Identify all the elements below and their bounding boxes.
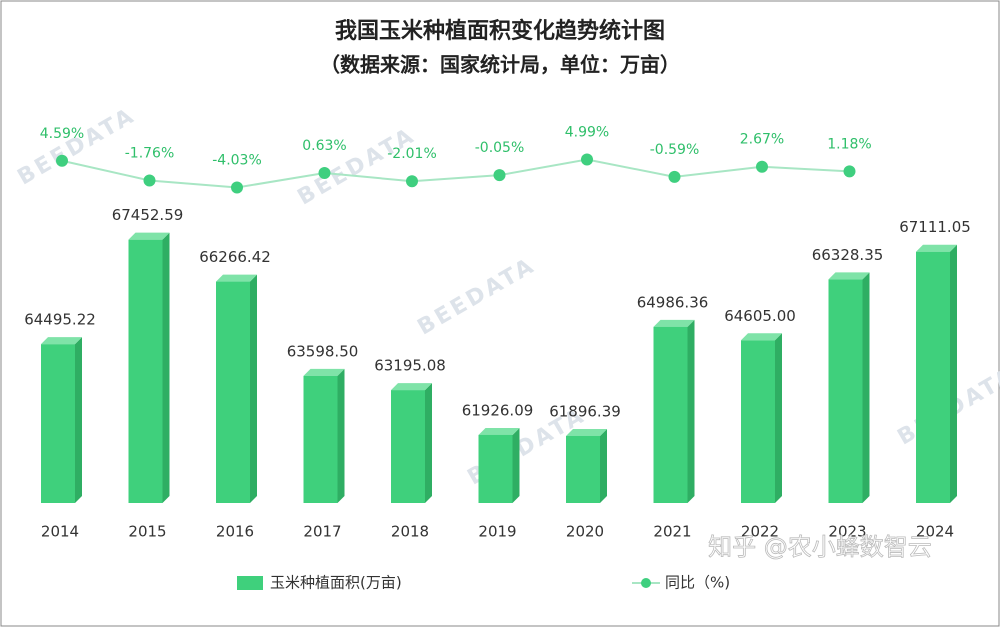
data-label: 64605.00 [724,307,796,325]
x-tick-label: 2015 [128,523,166,541]
bar-top [303,368,345,376]
bar [566,435,600,503]
bar-side [337,368,345,503]
bar [41,344,75,503]
legend-swatch [237,576,263,590]
bar-side [862,272,870,503]
data-label: 64986.36 [637,293,709,311]
x-tick-label: 2021 [653,523,691,541]
bar [216,281,250,503]
x-tick-label: 2023 [828,523,866,541]
x-tick-label: 2017 [303,523,341,541]
bar-side [425,383,432,503]
bar [828,279,863,503]
line-point [231,181,243,194]
data-label: -4.03% [212,152,262,168]
bar-side [250,274,257,503]
bar-top [478,427,520,435]
bar [741,340,775,503]
bar-side [950,244,957,503]
data-label: 66266.42 [199,248,271,266]
line-point [493,169,506,182]
x-tick-label: 2020 [566,523,604,541]
bar-top [391,383,432,391]
x-tick-label: 2014 [41,523,79,541]
legend-label: 玉米种植面积(万亩) [270,574,402,592]
data-label: 1.18% [827,136,871,152]
data-label: 2.67% [740,132,784,148]
bar-top [916,244,957,252]
bar [391,390,425,503]
legend-label: 同比（%) [665,574,730,592]
bar-side [600,428,607,503]
bar-top [566,428,607,436]
bar [303,375,338,503]
bar-side [512,427,520,503]
legend-swatch [641,578,651,588]
line-point [843,165,856,178]
bar-top [41,337,82,345]
data-label: -0.59% [650,142,700,158]
bar-top [653,319,695,327]
chart-title: 我国玉米种植面积变化趋势统计图 [335,18,665,44]
data-label: 4.99% [565,125,609,141]
bar-top [828,272,870,280]
x-tick-label: 2019 [478,523,516,541]
bar [653,326,688,503]
x-tick-label: 2024 [916,523,954,541]
data-label: 64495.22 [24,311,96,329]
bar-top [741,333,782,341]
data-label: 4.59% [40,126,84,142]
bar-top [128,232,170,240]
bar [478,434,513,503]
data-label: 61896.39 [549,402,621,420]
line-point [318,167,331,180]
bar-side [162,232,170,503]
x-tick-label: 2018 [391,523,429,541]
data-label: 63598.50 [287,342,359,360]
plot: 2014 2015 2016 2017 2018 2019 2020 2021 2022 2023… [24,125,971,592]
data-label: -1.76% [125,145,175,161]
line-point [143,174,156,187]
data-label: 67452.59 [112,206,184,224]
bar-side [687,319,695,503]
data-label: -2.01% [387,146,437,162]
data-label: 0.63% [302,138,346,154]
line [61,158,850,189]
line-point [406,175,418,188]
data-label: 61926.09 [462,401,534,419]
x-tick-label: 2022 [741,523,779,541]
bar [128,239,163,503]
chart-subtitle: （数据来源：国家统计局，单位：万亩） [320,53,680,77]
data-label: 66328.35 [812,246,884,264]
annotation: 知乎 @农小蜂数智云 [708,533,932,561]
line-point [581,153,593,166]
line-point [668,170,681,183]
bar-side [775,333,782,503]
bar [916,251,950,503]
line-point [756,160,768,173]
line-point [56,154,68,167]
bar-top [216,274,257,282]
data-label: 67111.05 [899,218,971,236]
data-label: -0.05% [475,140,525,156]
data-label: 63195.08 [374,357,446,375]
x-tick-label: 2016 [216,523,254,541]
bar-side [75,337,82,503]
